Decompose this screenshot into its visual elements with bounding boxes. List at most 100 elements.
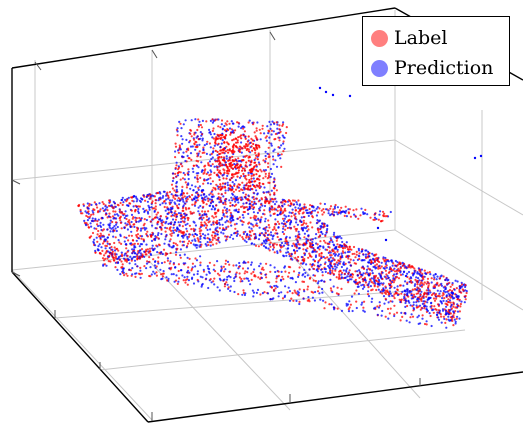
label-point <box>185 199 188 202</box>
prediction-point <box>110 227 113 230</box>
label-point <box>186 230 189 233</box>
label-point <box>400 298 403 301</box>
prediction-point <box>375 266 378 269</box>
label-point <box>164 252 167 255</box>
prediction-point <box>283 266 286 269</box>
prediction-point <box>116 261 120 265</box>
prediction-point <box>296 293 299 296</box>
prediction-point <box>143 250 146 253</box>
label-point <box>87 226 91 229</box>
prediction-point <box>250 261 253 264</box>
label-point <box>321 274 324 277</box>
prediction-point <box>125 243 128 246</box>
label-point <box>389 300 392 303</box>
prediction-point <box>303 268 306 271</box>
label-point <box>250 200 253 203</box>
prediction-point <box>264 229 267 232</box>
prediction-point <box>291 244 294 247</box>
prediction-point <box>428 297 431 300</box>
prediction-point <box>153 247 156 250</box>
prediction-point <box>185 213 188 216</box>
label-point <box>378 304 381 307</box>
prediction-point <box>339 244 342 247</box>
label-point <box>243 210 246 214</box>
prediction-point <box>315 214 318 217</box>
label-point <box>352 245 356 249</box>
prediction-point <box>189 152 193 155</box>
label-point <box>199 217 202 220</box>
prediction-point <box>154 260 157 263</box>
label-point <box>433 278 436 281</box>
prediction-point <box>205 273 208 276</box>
label-point <box>383 291 386 294</box>
prediction-point <box>100 246 103 249</box>
label-point <box>401 315 404 318</box>
label-point <box>154 199 157 202</box>
prediction-point <box>382 267 385 270</box>
prediction-point <box>233 290 236 294</box>
label-point <box>221 182 225 185</box>
label-point <box>345 255 348 259</box>
label-point <box>326 242 329 245</box>
label-point <box>251 229 254 232</box>
label-point <box>320 209 323 212</box>
prediction-point <box>285 254 288 257</box>
prediction-point <box>208 198 212 201</box>
prediction-point <box>422 300 425 303</box>
prediction-point <box>417 300 420 303</box>
prediction-point <box>220 123 223 126</box>
label-point <box>190 158 193 161</box>
label-point <box>249 163 252 166</box>
prediction-point <box>379 290 382 293</box>
prediction-point <box>255 291 258 294</box>
prediction-point <box>102 223 105 226</box>
prediction-point <box>139 229 142 232</box>
label-point <box>231 159 234 162</box>
label-point <box>338 209 341 212</box>
prediction-point <box>298 271 301 274</box>
label-point <box>302 219 305 222</box>
label-point <box>349 258 352 261</box>
prediction-point <box>105 264 108 267</box>
label-point <box>269 200 272 203</box>
prediction-point <box>403 289 407 292</box>
prediction-point <box>347 310 351 313</box>
label-point <box>123 274 126 277</box>
label-point <box>442 315 445 318</box>
label-point <box>231 163 234 166</box>
prediction-point <box>172 273 175 276</box>
label-point <box>220 119 224 122</box>
prediction-point <box>207 178 210 181</box>
label-point <box>389 282 393 285</box>
prediction-point <box>337 236 340 239</box>
label-point <box>377 218 380 221</box>
label-point <box>238 183 241 186</box>
prediction-point <box>266 233 269 237</box>
label-point <box>219 183 222 186</box>
prediction-point <box>238 176 242 179</box>
prediction-point <box>92 242 96 245</box>
prediction-point <box>454 279 457 282</box>
prediction-point <box>183 234 186 237</box>
prediction-point <box>439 290 442 293</box>
label-point <box>364 281 367 284</box>
prediction-point <box>388 287 392 290</box>
prediction-point <box>336 213 339 216</box>
prediction-point <box>269 167 272 171</box>
prediction-point <box>340 276 343 279</box>
label-point <box>443 297 446 300</box>
label-point <box>449 285 452 288</box>
label-point <box>388 270 391 273</box>
prediction-point <box>296 223 299 226</box>
prediction-point <box>159 268 162 271</box>
prediction-point <box>256 288 260 291</box>
prediction-point <box>265 139 268 142</box>
label-point <box>284 270 287 273</box>
prediction-point <box>137 251 141 254</box>
prediction-point <box>242 155 245 158</box>
label-point <box>426 271 429 274</box>
label-point <box>182 192 185 195</box>
prediction-point <box>248 226 251 229</box>
label-point <box>219 137 222 140</box>
label-point <box>228 270 232 273</box>
